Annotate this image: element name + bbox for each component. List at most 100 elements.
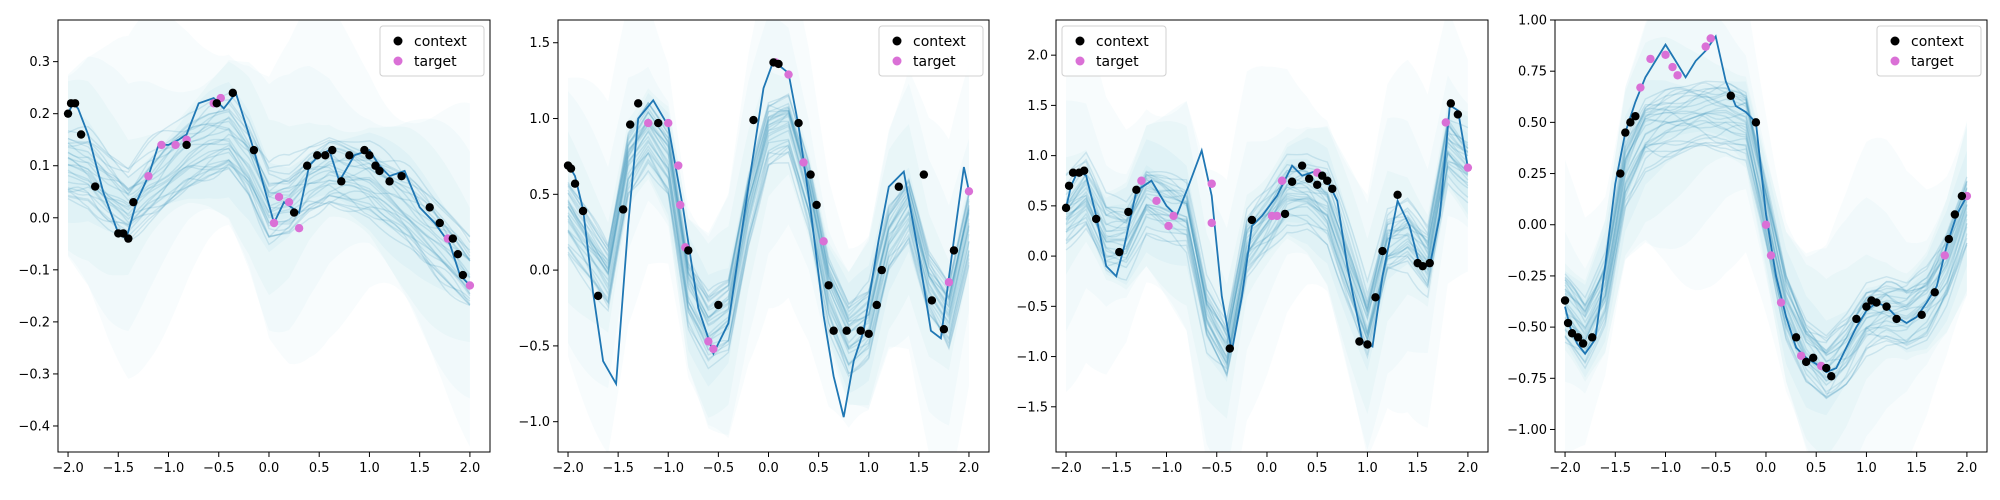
- target-points: [1137, 118, 1473, 231]
- sample-line: [1065, 136, 1469, 330]
- y-tick-label: −1.0: [1016, 350, 1048, 365]
- context-point: [829, 326, 838, 335]
- sample-line: [67, 159, 471, 295]
- target-point: [294, 223, 304, 233]
- plot-area: [1560, 20, 1972, 452]
- context-point: [633, 99, 643, 108]
- context-point: [1827, 372, 1836, 381]
- target-point: [704, 337, 713, 346]
- context-point: [458, 270, 468, 280]
- context-point: [1801, 357, 1811, 367]
- legend-box: [1061, 25, 1167, 77]
- legend: context target: [1876, 25, 1982, 77]
- context-point: [1917, 310, 1926, 320]
- sample-line: [1065, 135, 1469, 345]
- target-point: [1706, 34, 1715, 43]
- sample-line: [67, 117, 471, 254]
- sample-line: [567, 151, 970, 367]
- context-point: [1124, 207, 1133, 217]
- x-axis: −2.0 −1.5 −1.0 −0.5 0.0 0.5 1.0 1.5 2.0: [52, 452, 480, 476]
- sample-line: [1564, 133, 1968, 386]
- context-point: [794, 118, 803, 128]
- x-tick-label: 0.5: [309, 461, 330, 476]
- x-tick-label: −1.5: [102, 461, 134, 476]
- legend-marker-target: [1890, 56, 1900, 66]
- y-tick-label: 1.00: [1518, 14, 1547, 29]
- sample-line: [1564, 142, 1968, 399]
- y-tick-label: −1.0: [518, 415, 550, 430]
- context-point: [63, 109, 73, 118]
- sample-line: [567, 139, 970, 366]
- legend-label-target: target: [913, 54, 956, 70]
- context-point: [919, 170, 929, 179]
- context-point: [1616, 169, 1625, 178]
- y-tick-label: 0.25: [1518, 167, 1547, 182]
- target-point: [1776, 298, 1786, 307]
- sample-line: [1564, 141, 1968, 393]
- context-point: [806, 170, 815, 179]
- plot-area: [1061, 20, 1473, 452]
- y-tick-label: −0.1: [18, 263, 50, 278]
- context-point: [249, 145, 259, 155]
- sample-line: [1564, 82, 1968, 340]
- x-tick-label: −2.0: [1050, 461, 1082, 476]
- uncertainty-band: [1565, 20, 1967, 452]
- x-tick-label: 2.0: [959, 461, 980, 476]
- target-point: [1701, 42, 1710, 51]
- legend-marker-target: [1075, 56, 1085, 66]
- legend-marker-target: [393, 56, 403, 66]
- context-point: [877, 265, 886, 275]
- sample-line: [1564, 89, 1968, 353]
- sample-line: [1065, 149, 1469, 366]
- y-tick-label: 0.00: [1518, 218, 1547, 233]
- x-tick-label: 1.0: [359, 461, 380, 476]
- context-point: [1068, 168, 1078, 177]
- target-point: [1207, 218, 1216, 228]
- band-4: [1565, 80, 1967, 416]
- context-point: [774, 59, 783, 69]
- sample-line: [67, 110, 471, 243]
- context-point: [1957, 191, 1967, 201]
- context-point: [864, 329, 873, 338]
- x-tick-label: −1.0: [652, 461, 684, 476]
- y-axis: −1.0 −0.5 0.0 0.5 1.0 1.5: [518, 36, 558, 430]
- target-point: [1277, 176, 1287, 185]
- context-point: [1808, 353, 1818, 363]
- y-tick-label: 0.0: [1027, 250, 1048, 265]
- context-point: [313, 151, 322, 160]
- context-point: [1751, 118, 1761, 127]
- sample-line: [567, 150, 970, 366]
- axes-frame: [557, 19, 990, 453]
- context-point: [1446, 99, 1456, 108]
- legend-label-context: context: [913, 34, 966, 50]
- band-2: [1066, 75, 1468, 452]
- sample-line: [67, 123, 471, 262]
- sample-line: [67, 167, 471, 306]
- sample-line: [1564, 142, 1968, 400]
- sample-line: [567, 106, 970, 323]
- x-tick-label: 1.0: [858, 461, 879, 476]
- y-axis: −1.5 −1.0 −0.5 0.0 0.5 1.0 1.5 2.0: [1016, 49, 1056, 415]
- context-point: [302, 161, 312, 170]
- sample-line: [1065, 141, 1469, 349]
- sample-line: [1564, 81, 1968, 344]
- context-point: [1355, 337, 1364, 346]
- context-point: [1872, 298, 1881, 307]
- legend: context target: [379, 25, 485, 77]
- context-point: [129, 197, 138, 207]
- context-points: [1560, 91, 1967, 381]
- x-tick-label: 2.0: [460, 461, 481, 476]
- target-point: [644, 118, 653, 128]
- legend-marker-context: [1075, 36, 1085, 46]
- plot-area: [63, 20, 475, 447]
- sample-line: [1065, 138, 1469, 339]
- sample-line: [1065, 140, 1469, 354]
- sample-line: [567, 112, 970, 326]
- sample-line: [567, 110, 970, 327]
- context-point: [425, 203, 434, 212]
- context-point: [1425, 258, 1434, 268]
- y-axis: −0.4 −0.3 −0.2 −0.1 0.0 0.1 0.2 0.3: [18, 55, 58, 434]
- context-point: [749, 115, 758, 125]
- sample-line: [567, 145, 970, 375]
- sample-line: [1564, 122, 1968, 395]
